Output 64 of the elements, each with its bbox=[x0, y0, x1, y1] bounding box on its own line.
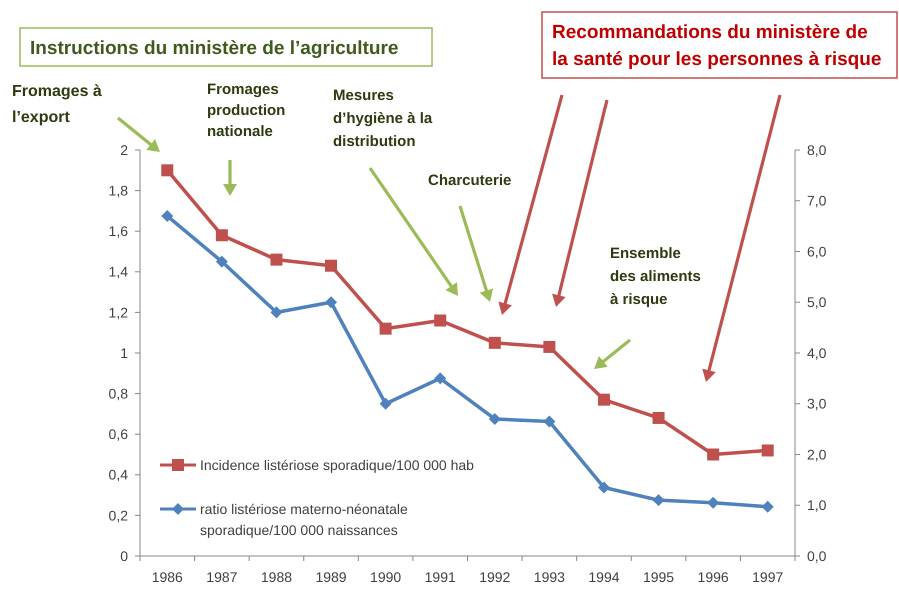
point bbox=[325, 296, 338, 308]
y2-tick-label: 1,0 bbox=[807, 497, 827, 514]
y2-tick-label: 2,0 bbox=[807, 446, 827, 462]
point bbox=[434, 372, 446, 384]
y-tick-label: 0 bbox=[120, 548, 128, 564]
y-tick-label: 1 bbox=[120, 344, 128, 361]
x-tick-label: 1990 bbox=[370, 569, 402, 585]
y-tick-label: 1,4 bbox=[108, 264, 128, 280]
y-tick-label: 1,2 bbox=[108, 304, 128, 320]
y2-tick-label: 5,0 bbox=[807, 294, 827, 310]
point bbox=[270, 306, 282, 318]
y2-tick-label: 0,0 bbox=[807, 548, 827, 564]
x-tick-label: 1986 bbox=[152, 569, 184, 585]
y2-tick-label: 8,0 bbox=[807, 142, 827, 158]
x-tick-label: 1992 bbox=[479, 569, 511, 585]
point bbox=[380, 322, 392, 335]
point bbox=[488, 412, 501, 425]
point bbox=[216, 256, 228, 268]
annotation: Mesures d’hygiène à la distribution bbox=[333, 87, 433, 150]
point bbox=[707, 448, 720, 460]
point bbox=[270, 254, 282, 266]
text: Instructions du ministère de l’agriculture bbox=[30, 38, 398, 59]
x-tick-label: 1989 bbox=[315, 569, 347, 585]
text: Fromages production nationale bbox=[207, 81, 286, 140]
point bbox=[652, 412, 665, 424]
legend-label: ratio listériose materno-néonatale sporadique/100 000 naissances bbox=[200, 500, 408, 538]
legend-label: Incidence listériose sporadique/100 000 hab bbox=[200, 456, 474, 473]
point bbox=[707, 496, 720, 509]
x-tick-label: 1987 bbox=[206, 569, 238, 585]
y-tick-label: 0,2 bbox=[108, 507, 128, 524]
point bbox=[161, 164, 174, 176]
x-tick-label: 1988 bbox=[260, 569, 292, 585]
x-tick-label: 1997 bbox=[752, 569, 784, 585]
text: Fromages à l’export bbox=[12, 83, 102, 126]
x-tick-label: 1994 bbox=[588, 569, 620, 585]
y-tick-label: 2 bbox=[120, 142, 128, 158]
y-tick-label: 1,8 bbox=[108, 182, 128, 198]
y2-tick-label: 3,0 bbox=[807, 396, 827, 412]
point bbox=[434, 314, 446, 327]
y-tick-label: 0,4 bbox=[108, 466, 128, 483]
point bbox=[216, 229, 228, 242]
point bbox=[598, 394, 610, 406]
point bbox=[488, 336, 501, 349]
point bbox=[598, 481, 610, 494]
annotation: Charcuterie bbox=[428, 172, 512, 189]
y2-tick-label: 6,0 bbox=[807, 243, 827, 260]
x-tick-label: 1993 bbox=[534, 569, 566, 585]
point bbox=[762, 444, 774, 456]
point bbox=[325, 260, 338, 272]
x-tick-label: 1996 bbox=[698, 569, 729, 585]
y-tick-label: 0,8 bbox=[108, 386, 128, 402]
annotation: Ensemble des aliments à risque bbox=[610, 245, 701, 308]
x-tick-label: 1995 bbox=[642, 569, 674, 585]
point bbox=[380, 398, 392, 410]
point bbox=[161, 210, 174, 222]
y2-tick-label: 7,0 bbox=[807, 192, 827, 209]
text: Recommandations du ministère de la santé pour les personnes à risque bbox=[552, 22, 882, 70]
point bbox=[543, 340, 556, 353]
x-tick-label: 1991 bbox=[424, 569, 456, 585]
y-tick-label: 1,6 bbox=[108, 223, 128, 240]
y-tick-label: 0,6 bbox=[108, 426, 128, 442]
point bbox=[652, 494, 665, 506]
y2-tick-label: 4,0 bbox=[807, 344, 827, 361]
point bbox=[762, 500, 774, 513]
